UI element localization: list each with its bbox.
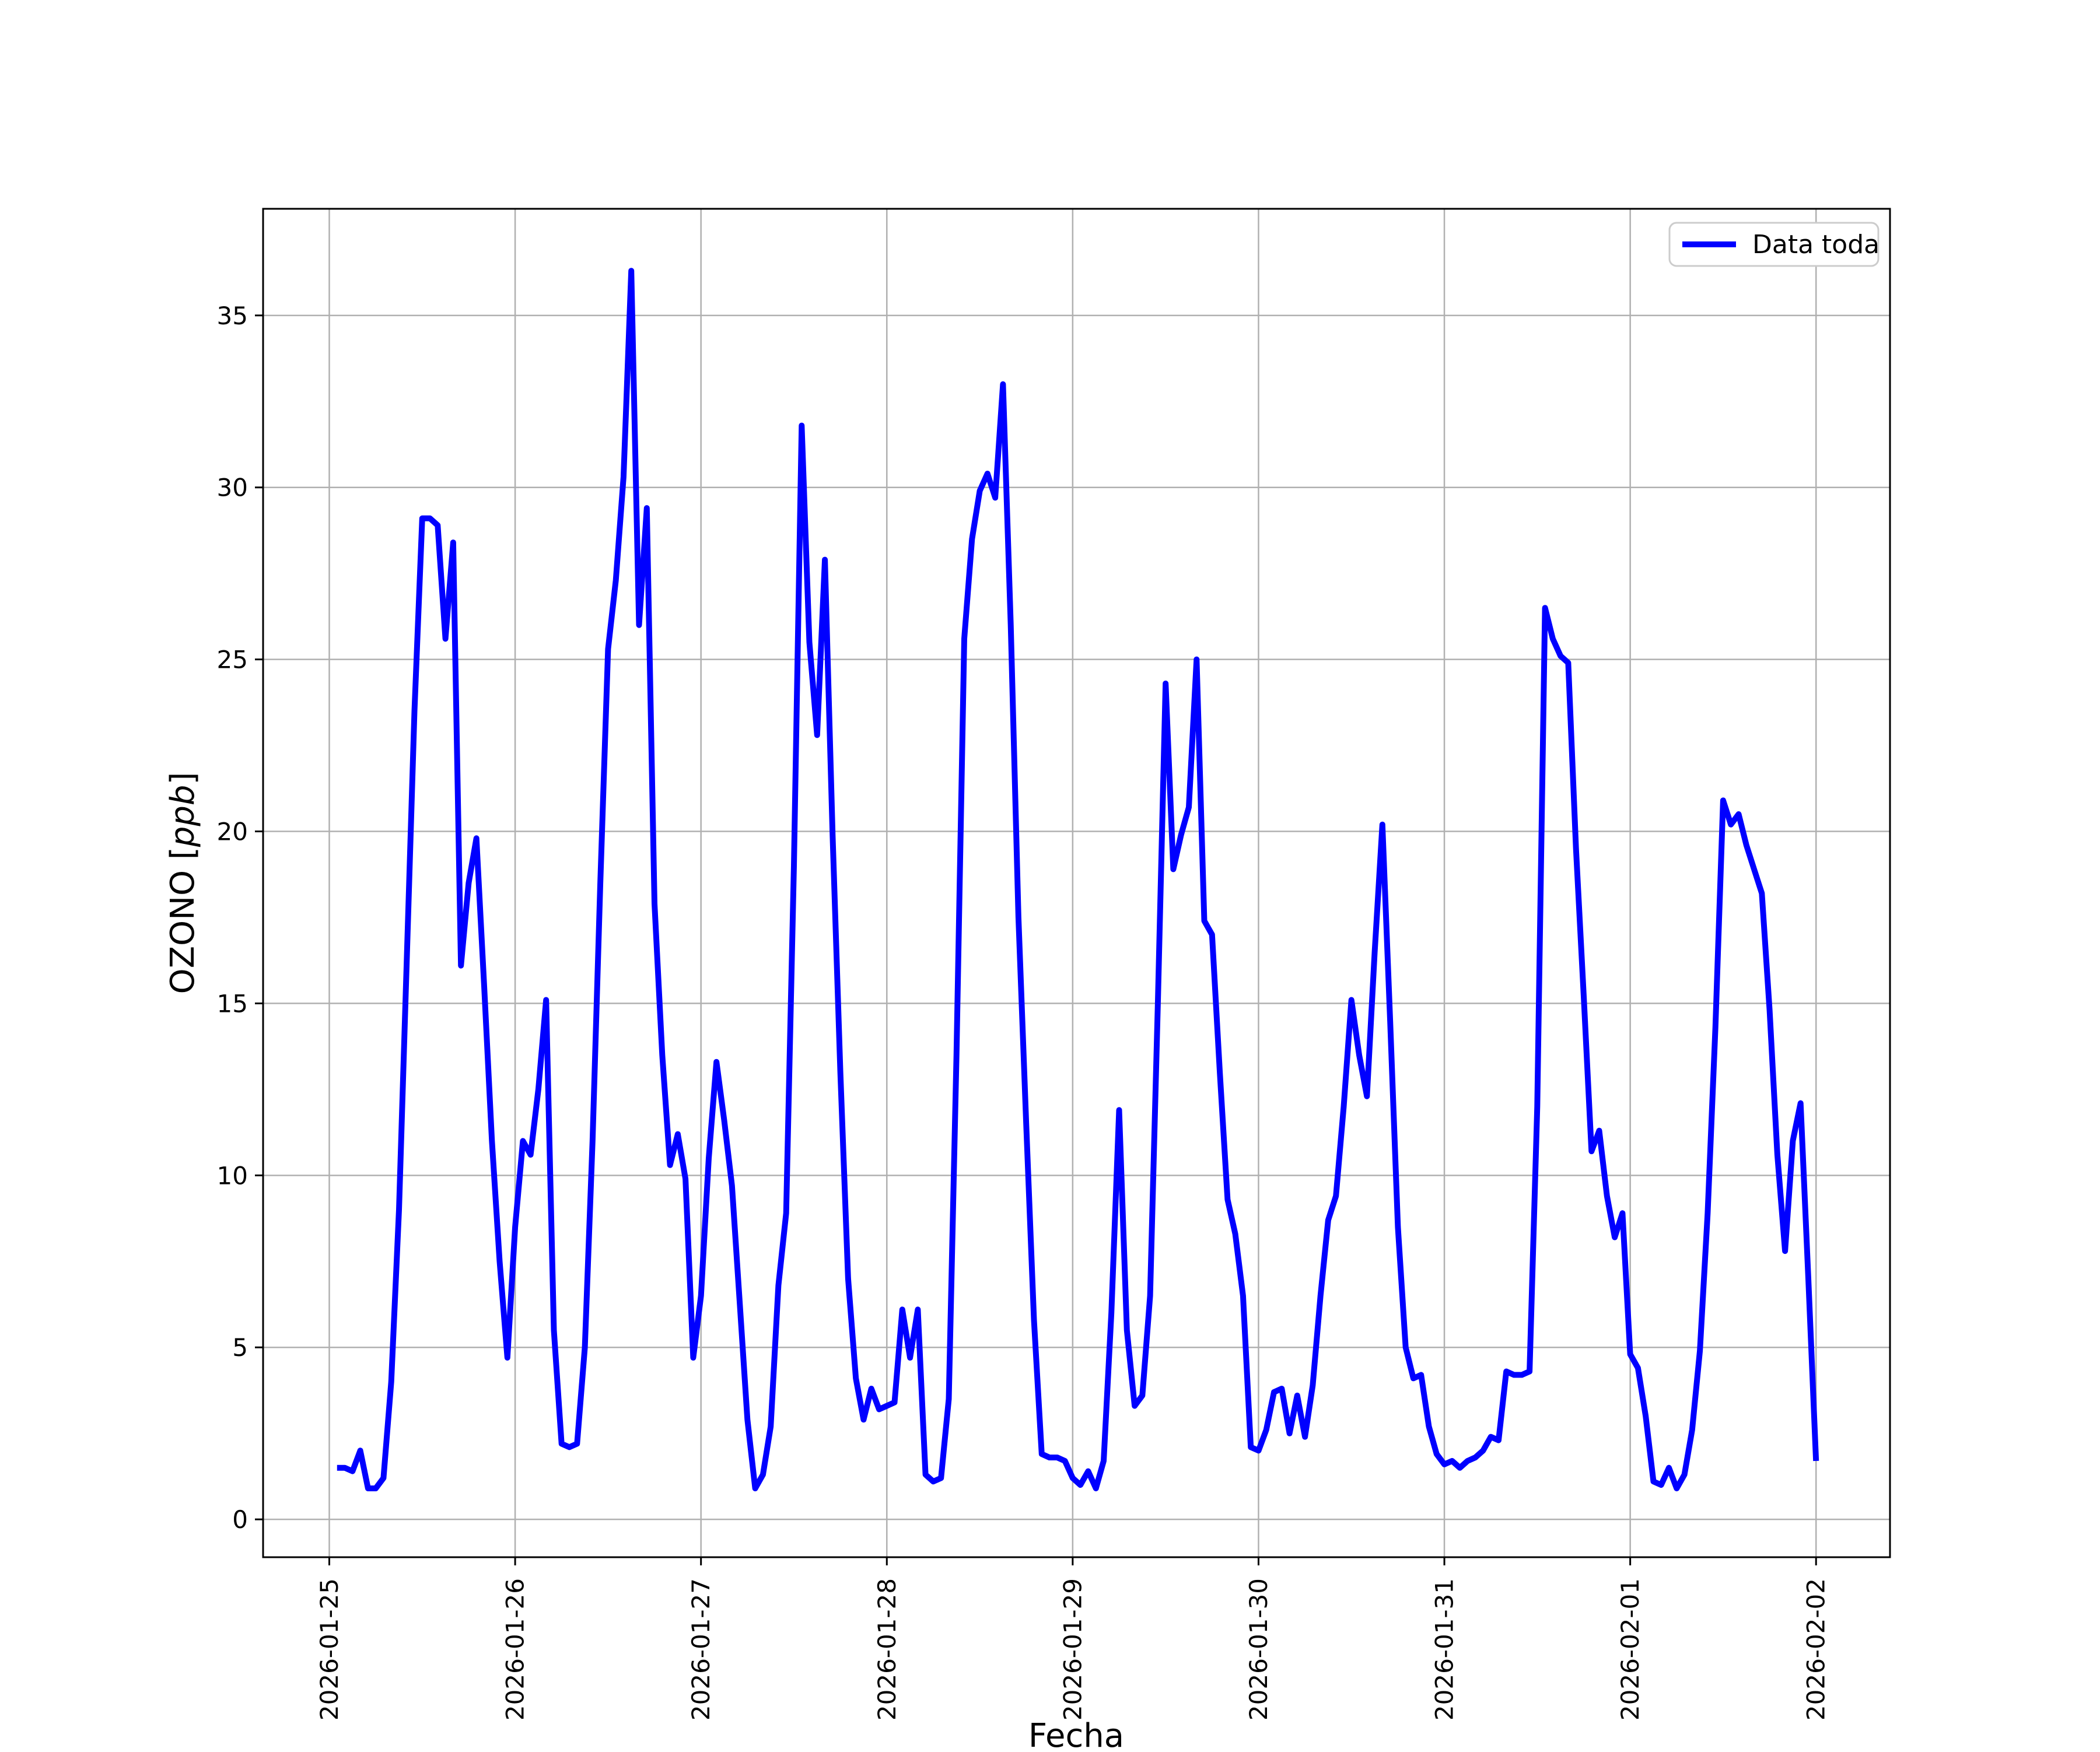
x-tick-label: 2026-01-30: [1244, 1578, 1273, 1721]
legend-label: Data toda: [1752, 230, 1880, 260]
x-tick-label: 2026-01-28: [873, 1578, 901, 1721]
y-tick-label: 30: [217, 474, 248, 502]
tick-label-layer: 0 5 10 15 20 25 30 35 2026-01-25 2026-01-26 2026-0…: [217, 302, 1831, 1721]
x-tick-label: 2026-01-27: [687, 1578, 715, 1721]
x-tick-label: 2026-02-01: [1616, 1578, 1644, 1721]
x-tick-label: 2026-01-26: [501, 1578, 530, 1721]
y-tick-label: 0: [232, 1505, 248, 1534]
legend: Data toda: [1668, 222, 1880, 267]
y-axis-label: OZONO [ppb]: [164, 772, 202, 994]
tick-layer: [255, 314, 1817, 1565]
plot-border: [262, 208, 1891, 1558]
y-tick-label: 10: [217, 1161, 248, 1190]
legend-box: [1668, 222, 1880, 267]
y-tick-label: 20: [217, 818, 248, 846]
y-tick-label: 35: [217, 302, 248, 330]
data-layer: [337, 268, 1819, 1491]
x-tick-label: 2026-01-31: [1430, 1578, 1459, 1721]
x-tick-label: 2026-02-02: [1802, 1578, 1831, 1721]
x-axis-label: Fecha: [1028, 1717, 1124, 1750]
y-tick-label: 15: [217, 989, 248, 1018]
y-tick-label: 5: [232, 1333, 248, 1362]
grid-layer: [263, 209, 1890, 1557]
x-tick-label: 2026-01-29: [1058, 1578, 1087, 1721]
data-line: [337, 268, 1819, 1491]
x-tick-label: 2026-01-25: [315, 1578, 344, 1721]
y-tick-label: 25: [217, 646, 248, 674]
